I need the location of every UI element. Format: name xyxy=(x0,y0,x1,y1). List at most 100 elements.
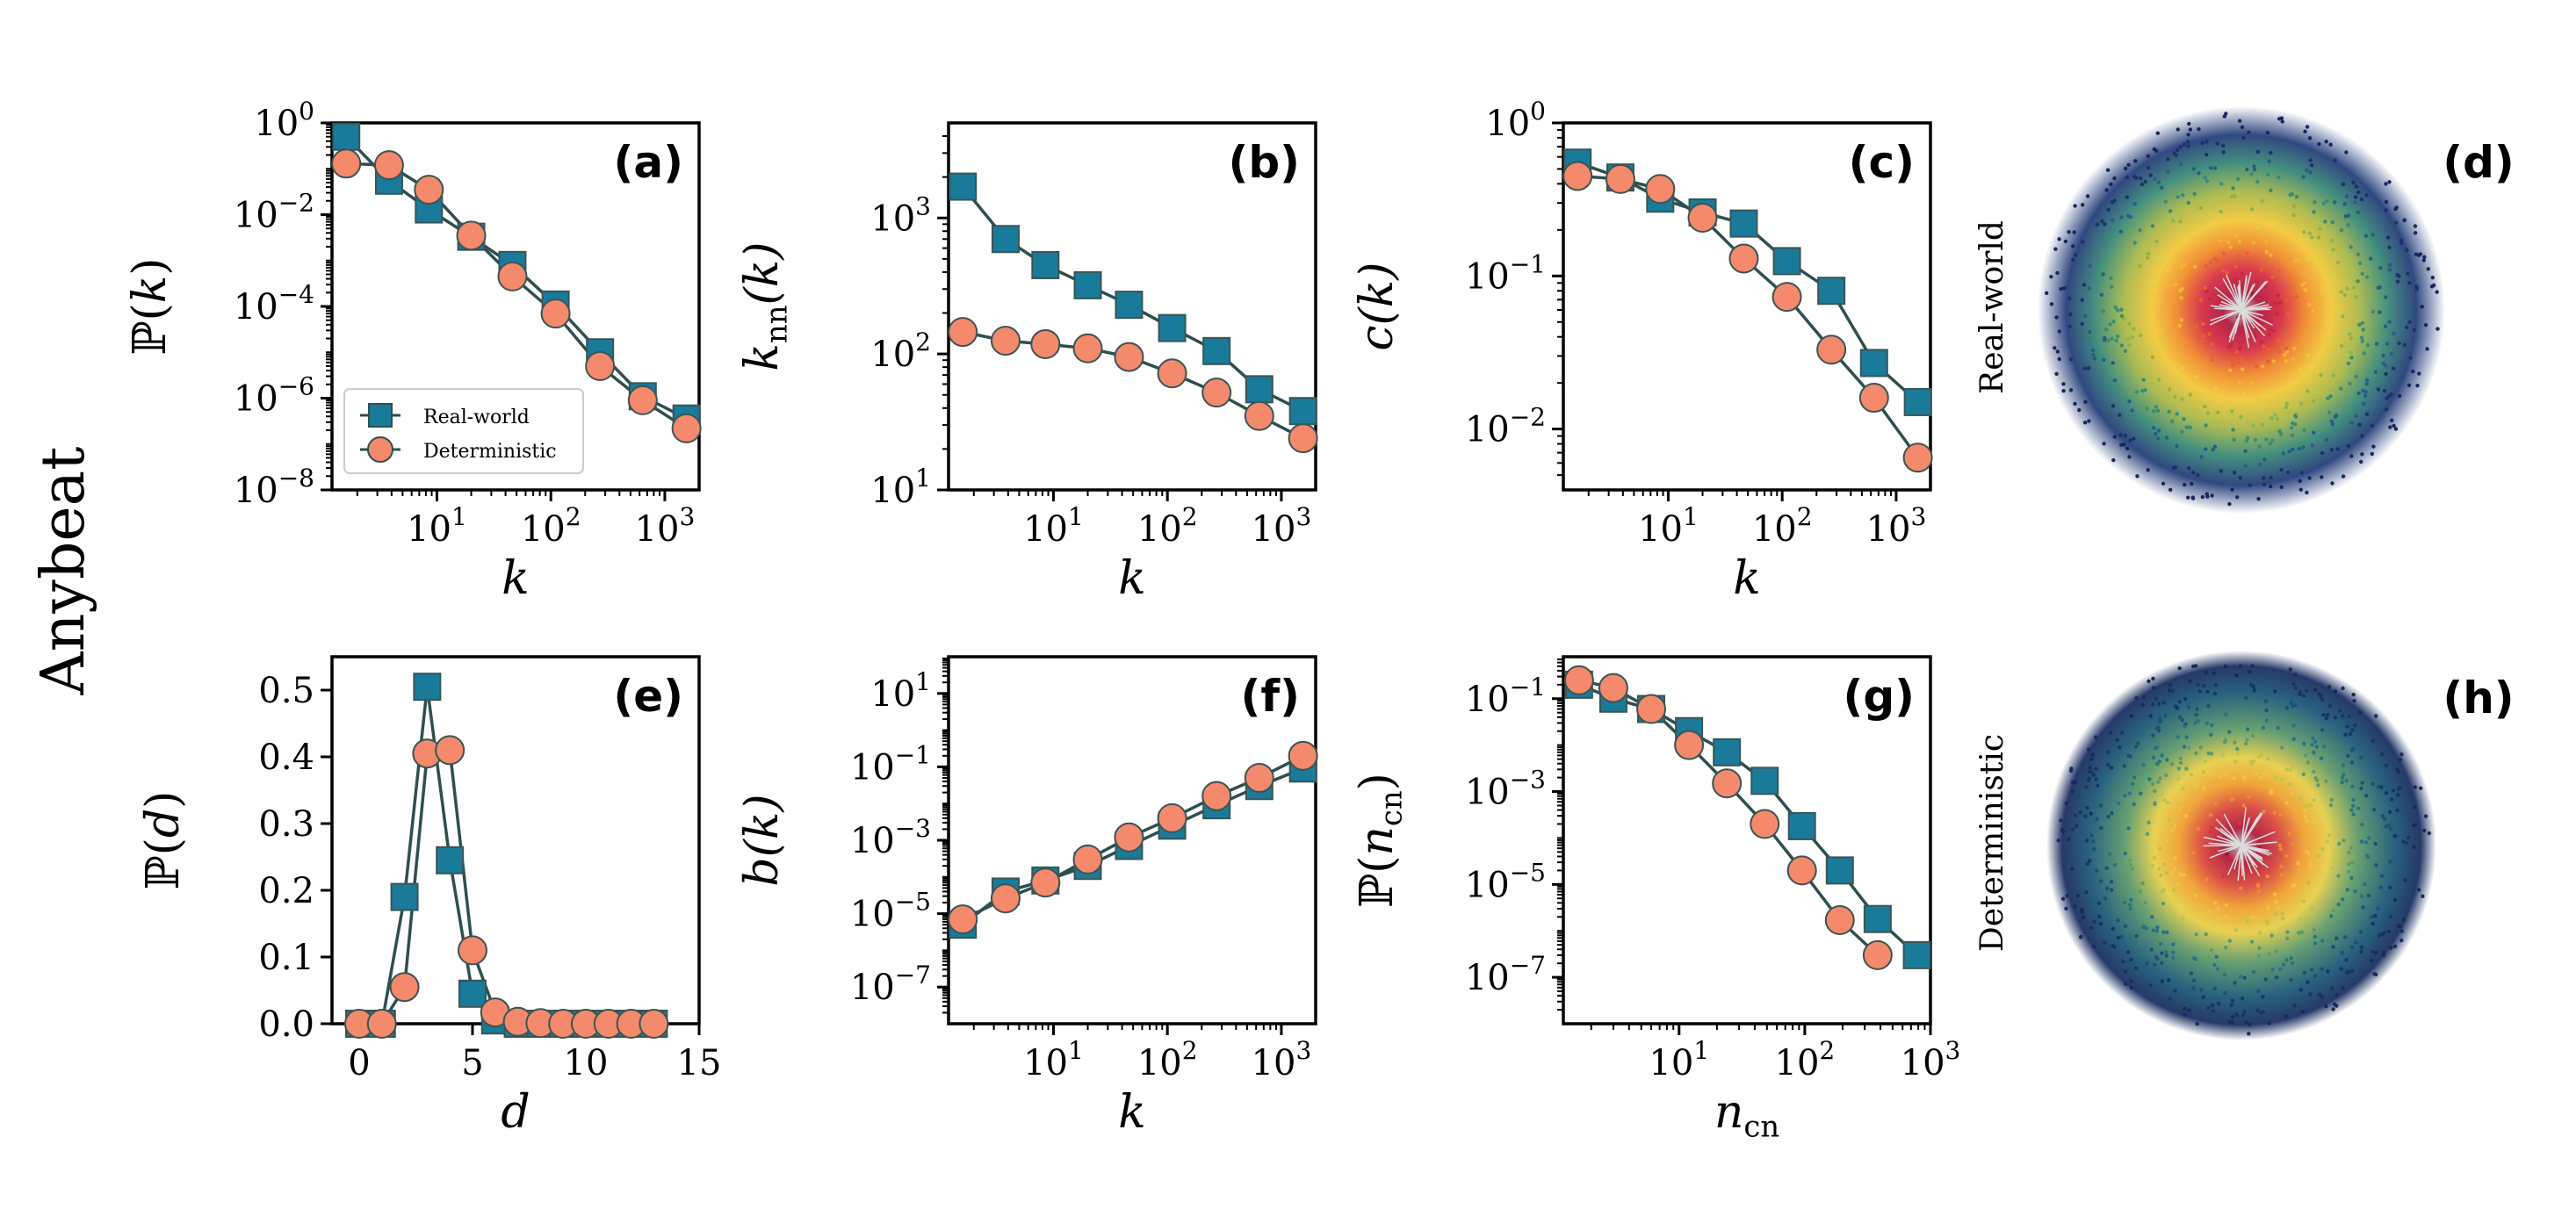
network-node-dot xyxy=(2212,256,2218,262)
point-real-world xyxy=(1859,349,1888,378)
network-node-dot xyxy=(2147,287,2152,291)
network-node-dot xyxy=(2343,214,2348,219)
network-node-dot xyxy=(2389,946,2393,950)
network-edge xyxy=(2203,836,2242,846)
network-node-dot xyxy=(2208,851,2212,856)
network-node-dot xyxy=(2231,428,2235,432)
network-node-dot xyxy=(2213,385,2219,391)
network-node-dot xyxy=(2088,263,2092,269)
network-node-dot xyxy=(2381,353,2385,358)
network-node-dot xyxy=(2363,840,2369,845)
network-node-dot xyxy=(2388,914,2393,919)
network-node-dot xyxy=(2187,1008,2191,1013)
network-node-dot xyxy=(2080,298,2084,302)
panel-label-a: (a) xyxy=(614,137,683,188)
network-node-dot xyxy=(2228,343,2233,348)
network-node-dot xyxy=(2354,414,2359,418)
network-node-dot xyxy=(2243,776,2248,781)
point-deterministic xyxy=(497,261,528,291)
network-node-dot xyxy=(2296,861,2300,866)
network-node-dot xyxy=(2210,493,2214,498)
network-node-dot xyxy=(2064,906,2068,911)
network-node-dot xyxy=(2228,791,2233,795)
network-node-dot xyxy=(2106,750,2111,754)
network-node-dot xyxy=(2349,846,2354,850)
network-node-dot xyxy=(2091,353,2096,357)
network-node-dot xyxy=(2415,384,2420,388)
network-node-dot xyxy=(2189,971,2194,975)
network-node-dot xyxy=(2325,199,2329,204)
network-node-dot xyxy=(2138,264,2142,269)
network-node-dot xyxy=(2203,176,2207,180)
network-node-dot xyxy=(2158,716,2162,721)
network-node-dot xyxy=(2250,664,2255,668)
y-tick-label: 100 xyxy=(1485,97,1546,144)
network-node-dot xyxy=(2310,163,2314,168)
network-node-dot xyxy=(2103,896,2108,901)
y-tick-label: 10−2 xyxy=(234,189,314,236)
network-node-dot xyxy=(2237,380,2242,385)
network-node-dot xyxy=(2427,831,2431,836)
network-node-dot xyxy=(2290,191,2294,197)
network-node-dot xyxy=(2367,836,2371,840)
network-node-dot xyxy=(2055,349,2060,354)
network-node-dot xyxy=(2130,335,2134,340)
network-node-dot xyxy=(2191,664,2196,669)
network-node-dot xyxy=(2294,194,2299,199)
network-node-dot xyxy=(2335,260,2341,265)
point-deterministic xyxy=(1114,822,1144,853)
network-edge xyxy=(2240,818,2250,846)
network-node-dot xyxy=(2387,263,2392,267)
network-node-dot xyxy=(2105,886,2110,890)
point-real-world xyxy=(949,172,978,201)
network-node-dot xyxy=(2196,682,2200,687)
network-node-dot xyxy=(2292,703,2298,708)
network-node-dot xyxy=(2393,427,2399,431)
network-node-dot xyxy=(2216,299,2220,303)
x-tick-label: 15 xyxy=(677,1043,722,1083)
network-node-dot xyxy=(2169,828,2175,832)
y-tick-label: 0.4 xyxy=(258,738,314,778)
network-node-dot xyxy=(2090,348,2096,353)
network-edge xyxy=(2240,309,2255,329)
network-node-dot xyxy=(2272,810,2277,815)
network-node-dot xyxy=(2238,664,2243,668)
network-node-dot xyxy=(2095,868,2099,873)
network-node-dot xyxy=(2343,935,2348,939)
network-node-dot xyxy=(2210,825,2214,830)
network-node-dot xyxy=(2354,184,2358,189)
network-node-dot xyxy=(2174,283,2178,287)
network-node-dot xyxy=(2112,198,2117,203)
network-node-dot xyxy=(2399,929,2404,933)
network-node-dot xyxy=(2225,852,2229,856)
network-node-dot xyxy=(2223,664,2228,669)
network-node-dot xyxy=(2351,797,2356,802)
network-node-dot xyxy=(2240,367,2245,371)
network-node-dot xyxy=(2208,297,2212,301)
network-node-dot xyxy=(2176,776,2181,781)
network-node-dot xyxy=(2273,413,2277,417)
network-node-dot xyxy=(2313,687,2318,693)
network-node-dot xyxy=(2075,824,2079,828)
network-node-dot xyxy=(2176,882,2180,887)
network-node-dot xyxy=(2208,260,2213,265)
network-node-dot xyxy=(2297,918,2302,922)
panel-label-g: (g) xyxy=(1844,671,1916,722)
network-node-dot xyxy=(2326,396,2330,400)
network-node-dot xyxy=(2352,723,2357,728)
network-edge xyxy=(2240,309,2273,326)
network-node-dot xyxy=(2292,1004,2297,1008)
network-node-dot xyxy=(2211,353,2215,357)
network-node-dot xyxy=(2344,150,2349,155)
network-node-dot xyxy=(2181,193,2185,198)
network-node-dot xyxy=(2094,735,2098,739)
network-node-dot xyxy=(2250,207,2255,212)
network-node-dot xyxy=(2277,429,2282,434)
network-node-dot xyxy=(2195,707,2199,711)
network-node-dot xyxy=(2359,755,2363,759)
network-node-dot xyxy=(2101,272,2105,277)
point-deterministic xyxy=(1771,282,1802,313)
network-node-dot xyxy=(2304,803,2309,808)
network-node-dot xyxy=(2390,418,2394,422)
network-node-dot xyxy=(2179,318,2183,322)
